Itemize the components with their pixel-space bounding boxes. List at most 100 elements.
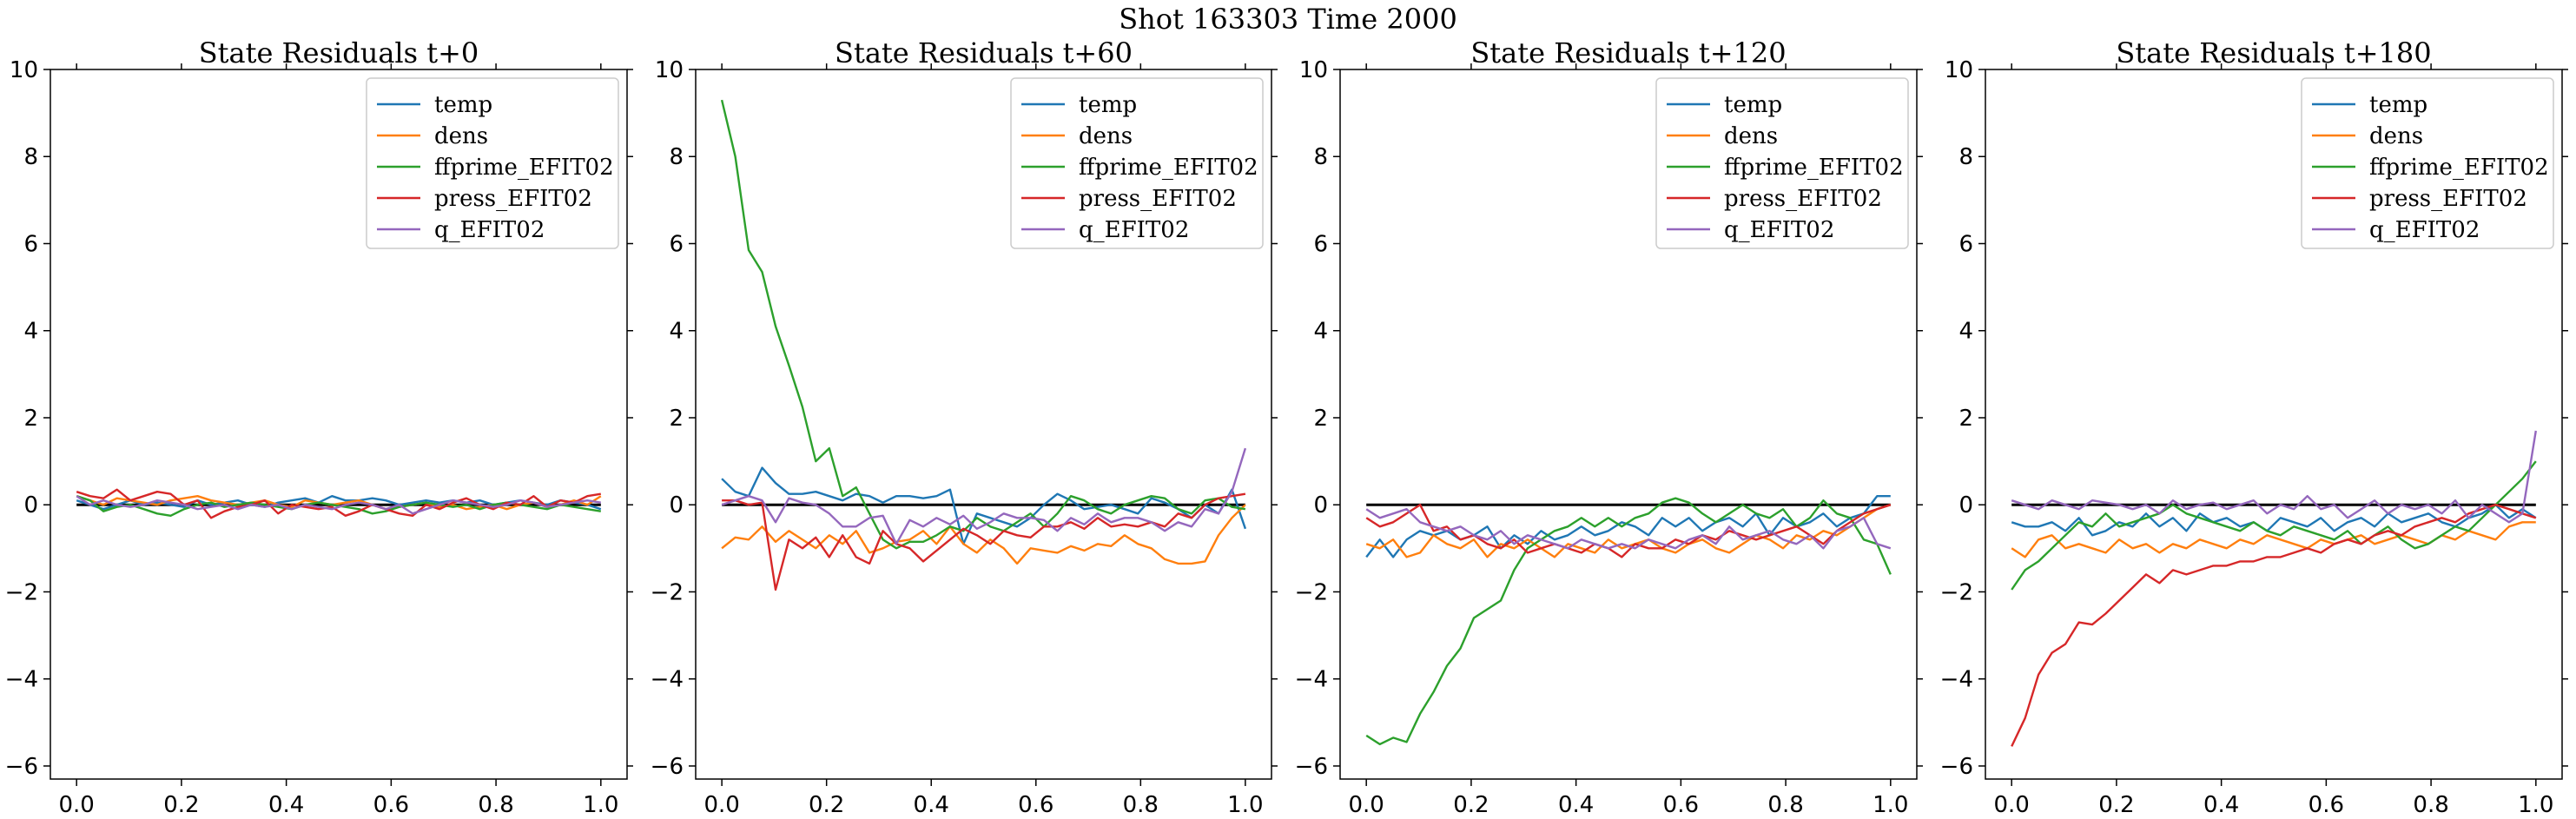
legend-label-dens: dens xyxy=(2369,123,2423,149)
legend-label-ffprime_EFIT02: ffprime_EFIT02 xyxy=(434,155,614,181)
series-line-press_EFIT02 xyxy=(2011,504,2537,747)
y-tick-label: 0 xyxy=(1958,492,1973,518)
legend-label-dens: dens xyxy=(434,123,488,149)
y-tick-label: 6 xyxy=(23,231,38,257)
y-tick-label: −4 xyxy=(1295,667,1328,693)
axes-frame xyxy=(50,69,628,780)
subplot-title: State Residuals t+60 xyxy=(835,36,1133,69)
x-tick-label: 0.8 xyxy=(1767,792,1803,818)
legend-box xyxy=(1010,77,1264,249)
y-tick-label: −4 xyxy=(5,667,38,693)
x-tick-label: 0.2 xyxy=(2098,792,2134,818)
legend-box xyxy=(366,77,619,249)
x-tick-label: 0.8 xyxy=(1123,792,1159,818)
y-tick-label: 0 xyxy=(1313,492,1328,518)
x-tick-label: 1.0 xyxy=(1873,792,1908,818)
subplot-1: State Residuals t+0 0.0 0.2 0.4 0.6 0.8 1.0 −6 −… xyxy=(5,36,633,818)
x-tick-label: 0.0 xyxy=(1349,792,1384,818)
series-line-ffprime_EFIT02 xyxy=(2011,460,2537,591)
legend-label-press_EFIT02: press_EFIT02 xyxy=(2369,186,2527,212)
x-tick-label: 0.6 xyxy=(1018,792,1054,818)
y-tick-label: 10 xyxy=(655,57,684,83)
figure-suptitle: Shot 163303 Time 2000 xyxy=(1119,3,1457,36)
legend-box xyxy=(2301,77,2554,249)
subplot-4: State Residuals t+180 0.0 0.2 0.4 0.6 0.8 1.0 −… xyxy=(1940,36,2568,818)
y-tick-label: 4 xyxy=(669,319,684,345)
y-tick-label: 0 xyxy=(669,492,684,518)
y-tick-label: 6 xyxy=(1958,231,1973,257)
y-tick-label: 10 xyxy=(1299,57,1328,83)
legend-label-q_EFIT02: q_EFIT02 xyxy=(2369,217,2480,243)
x-tick-label: 0.4 xyxy=(268,792,304,818)
y-tick-label: 4 xyxy=(1958,319,1973,345)
x-tick-label: 0.0 xyxy=(59,792,95,818)
axes-frame xyxy=(695,69,1272,780)
legend: temp dens ffprime_EFIT02 press_EFIT02 q_EFIT… xyxy=(2301,77,2554,249)
legend-label-q_EFIT02: q_EFIT02 xyxy=(434,217,545,243)
x-tick-label: 0.4 xyxy=(1558,792,1594,818)
series-line-press_EFIT02 xyxy=(722,492,1246,591)
x-tick-label: 0.6 xyxy=(2308,792,2344,818)
series-line-q_EFIT02 xyxy=(76,495,601,515)
legend-label-press_EFIT02: press_EFIT02 xyxy=(1079,186,1237,212)
x-tick-label: 1.0 xyxy=(583,792,618,818)
subplot-2: State Residuals t+60 0.0 0.2 0.4 0.6 0.8 1.0 −6… xyxy=(651,36,1278,818)
y-tick-label: −6 xyxy=(1940,754,1973,780)
y-tick-label: −2 xyxy=(1295,579,1328,605)
y-tick-label: 8 xyxy=(1313,144,1328,170)
legend-label-press_EFIT02: press_EFIT02 xyxy=(434,186,592,212)
series-line-temp xyxy=(2011,504,2537,537)
x-tick-label: 0.2 xyxy=(163,792,199,818)
series-line-dens xyxy=(2011,521,2536,558)
y-tick-label: 6 xyxy=(1313,231,1328,257)
subplot-title: State Residuals t+0 xyxy=(199,36,479,69)
legend: temp dens ffprime_EFIT02 press_EFIT02 q_EFIT… xyxy=(366,77,619,249)
legend: temp dens ffprime_EFIT02 press_EFIT02 q_EFIT… xyxy=(1010,77,1264,249)
x-tick-label: 0.4 xyxy=(2203,792,2239,818)
series-line-q_EFIT02 xyxy=(1365,508,1892,550)
legend-label-ffprime_EFIT02: ffprime_EFIT02 xyxy=(2369,155,2549,181)
y-tick-label: −2 xyxy=(5,579,38,605)
y-tick-label: 8 xyxy=(23,144,38,170)
series-line-dens xyxy=(721,504,1246,565)
y-tick-label: 4 xyxy=(23,319,38,345)
axes-frame xyxy=(1339,69,1918,780)
x-tick-label: 0.4 xyxy=(914,792,949,818)
y-tick-label: 2 xyxy=(1313,406,1328,432)
x-tick-label: 0.6 xyxy=(373,792,409,818)
axes-frame xyxy=(1985,69,2563,780)
y-tick-label: 2 xyxy=(1958,406,1973,432)
legend-label-temp: temp xyxy=(1079,92,1137,118)
y-tick-label: −4 xyxy=(1940,667,1973,693)
y-tick-label: −4 xyxy=(651,667,684,693)
y-tick-label: −2 xyxy=(651,579,684,605)
x-tick-label: 0.0 xyxy=(1994,792,2030,818)
series-line-ffprime_EFIT02 xyxy=(1365,497,1892,746)
y-tick-label: 8 xyxy=(1958,144,1973,170)
y-tick-label: 2 xyxy=(669,406,684,432)
legend: temp dens ffprime_EFIT02 press_EFIT02 q_EFIT… xyxy=(1655,77,1909,249)
legend-label-temp: temp xyxy=(1724,92,1782,118)
legend-label-temp: temp xyxy=(434,92,492,118)
subplot-title: State Residuals t+120 xyxy=(1470,36,1786,69)
series-line-q_EFIT02 xyxy=(2011,430,2537,524)
x-tick-label: 1.0 xyxy=(1227,792,1263,818)
y-tick-label: 10 xyxy=(10,57,38,83)
x-tick-label: 1.0 xyxy=(2518,792,2553,818)
y-tick-label: −6 xyxy=(1295,754,1328,780)
y-tick-label: 8 xyxy=(669,144,684,170)
legend-label-press_EFIT02: press_EFIT02 xyxy=(1724,186,1882,212)
series-line-press_EFIT02 xyxy=(1365,504,1892,558)
x-tick-label: 0.6 xyxy=(1663,792,1699,818)
y-tick-label: 0 xyxy=(23,492,38,518)
subplot-title: State Residuals t+180 xyxy=(2116,36,2431,69)
legend-box xyxy=(1655,77,1909,249)
series-line-q_EFIT02 xyxy=(721,447,1247,545)
subplots: State Residuals t+0 0.0 0.2 0.4 0.6 0.8 1.0 −6 −… xyxy=(5,36,2568,818)
series-line-dens xyxy=(76,495,602,511)
legend-label-temp: temp xyxy=(2369,92,2427,118)
series-line-temp xyxy=(721,466,1247,545)
x-tick-label: 0.2 xyxy=(1453,792,1489,818)
y-tick-label: 4 xyxy=(1313,319,1328,345)
